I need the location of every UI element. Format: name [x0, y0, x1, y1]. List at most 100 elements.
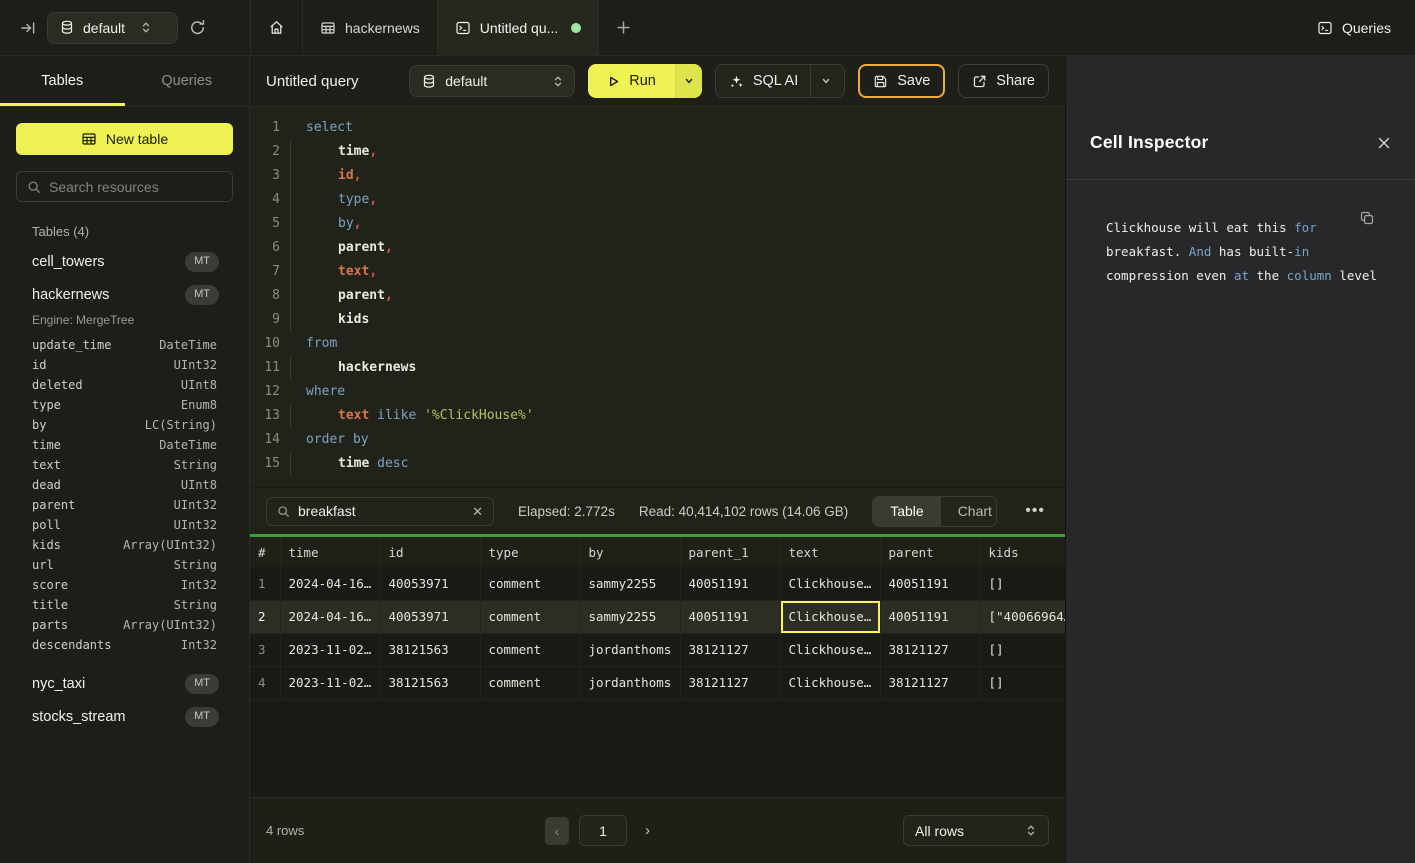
- code-line[interactable]: 13 text ilike '%ClickHouse%': [250, 404, 1065, 428]
- cell-text[interactable]: Clickhouse…: [780, 567, 881, 601]
- sidebar-tab-tables[interactable]: Tables: [41, 73, 84, 89]
- column-header-parent[interactable]: parent: [880, 537, 981, 567]
- column-descendants[interactable]: descendants Int32: [32, 638, 217, 652]
- view-toggle-chart[interactable]: Chart: [957, 503, 992, 519]
- sql-ai-button[interactable]: SQL AI: [714, 64, 846, 98]
- close-icon[interactable]: [1377, 136, 1391, 150]
- cell-parent[interactable]: 40051191: [880, 567, 981, 601]
- cell-parent[interactable]: 38121127: [880, 666, 981, 700]
- new-table-button[interactable]: New table: [16, 123, 233, 155]
- database-selector[interactable]: default: [47, 11, 178, 44]
- cell-by[interactable]: sammy2255: [580, 567, 681, 601]
- sql-ai-caret[interactable]: [810, 65, 831, 97]
- cell-type[interactable]: comment: [480, 666, 581, 700]
- more-options-icon[interactable]: •••: [1025, 502, 1045, 519]
- previous-page-button[interactable]: ‹: [545, 816, 569, 845]
- column-header-text[interactable]: text: [780, 537, 881, 567]
- cell-id[interactable]: 40053971: [380, 567, 481, 601]
- run-options-caret[interactable]: [674, 64, 702, 98]
- cell-by[interactable]: jordanthoms: [580, 633, 681, 667]
- column-parent[interactable]: parent UInt32: [32, 498, 217, 512]
- sql-editor[interactable]: 1 select 2 time, 3 id, 4 type, 5 by, 6 parent, 7 text…: [250, 107, 1065, 487]
- cell-id[interactable]: 40053971: [380, 600, 481, 634]
- sidebar-table-cell_towers[interactable]: cell_towers MT: [16, 245, 233, 278]
- cell-kids[interactable]: []: [980, 633, 1065, 667]
- cell-text[interactable]: Clickhouse…: [780, 600, 881, 634]
- cell-type[interactable]: comment: [480, 567, 581, 601]
- cell-parent[interactable]: 40051191: [880, 600, 981, 634]
- save-button[interactable]: Save: [858, 64, 946, 98]
- sidebar-table-hackernews[interactable]: hackernews MT: [16, 278, 233, 311]
- column-deleted[interactable]: deleted UInt8: [32, 378, 217, 392]
- row-number-cell[interactable]: 1: [250, 567, 281, 601]
- query-database-selector[interactable]: default: [409, 65, 576, 97]
- sidebar-tab-queries[interactable]: Queries: [161, 73, 213, 89]
- code-line[interactable]: 7 text,: [250, 260, 1065, 284]
- cell-time[interactable]: 2023-11-02…: [280, 633, 381, 667]
- queries-panel-button[interactable]: Queries: [1317, 0, 1415, 55]
- code-line[interactable]: 14 order by: [250, 428, 1065, 452]
- code-line[interactable]: 9 kids: [250, 308, 1065, 332]
- cell-time[interactable]: 2024-04-16…: [280, 600, 381, 634]
- cell-kids[interactable]: []: [980, 567, 1065, 601]
- copy-icon[interactable]: [1359, 210, 1375, 226]
- run-button-main[interactable]: Run: [588, 64, 675, 98]
- cell-time[interactable]: 2023-11-02…: [280, 666, 381, 700]
- column-header-kids[interactable]: kids: [980, 537, 1065, 567]
- column-kids[interactable]: kids Array(UInt32): [32, 538, 217, 552]
- page-size-selector[interactable]: All rows: [903, 815, 1049, 846]
- cell-text[interactable]: Clickhouse…: [780, 666, 881, 700]
- column-poll[interactable]: poll UInt32: [32, 518, 217, 532]
- tab-untitled-qu[interactable]: Untitled qu...: [437, 0, 600, 55]
- column-dead[interactable]: dead UInt8: [32, 478, 217, 492]
- cell-parent_1[interactable]: 40051191: [680, 600, 781, 634]
- code-line[interactable]: 10 from: [250, 332, 1065, 356]
- column-score[interactable]: score Int32: [32, 578, 217, 592]
- column-by[interactable]: by LC(String): [32, 418, 217, 432]
- cell-parent_1[interactable]: 40051191: [680, 567, 781, 601]
- results-filter-input[interactable]: [298, 503, 465, 519]
- code-line[interactable]: 1 select: [250, 116, 1065, 140]
- cell-parent_1[interactable]: 38121127: [680, 666, 781, 700]
- collapse-sidebar-icon[interactable]: [20, 20, 36, 36]
- page-number-input[interactable]: 1: [579, 815, 627, 846]
- view-toggle-table[interactable]: Table: [873, 496, 941, 526]
- run-button[interactable]: Run: [588, 64, 702, 98]
- tab-hackernews[interactable]: hackernews: [303, 0, 438, 55]
- column-update_time[interactable]: update_time DateTime: [32, 338, 217, 352]
- column-title[interactable]: title String: [32, 598, 217, 612]
- code-line[interactable]: 6 parent,: [250, 236, 1065, 260]
- cell-type[interactable]: comment: [480, 600, 581, 634]
- new-tab-button[interactable]: [599, 0, 648, 55]
- resource-search-input[interactable]: [49, 178, 222, 195]
- cell-by[interactable]: sammy2255: [580, 600, 681, 634]
- column-id[interactable]: id UInt32: [32, 358, 217, 372]
- cell-kids[interactable]: []: [980, 666, 1065, 700]
- cell-type[interactable]: comment: [480, 633, 581, 667]
- code-line[interactable]: 2 time,: [250, 140, 1065, 164]
- column-header-parent_1[interactable]: parent_1: [680, 537, 781, 567]
- column-header-type[interactable]: type: [480, 537, 581, 567]
- code-line[interactable]: 3 id,: [250, 164, 1065, 188]
- column-header-time[interactable]: time: [280, 537, 381, 567]
- row-number-cell[interactable]: 2: [250, 600, 281, 634]
- cell-kids[interactable]: ["40066964…: [980, 600, 1065, 634]
- code-line[interactable]: 4 type,: [250, 188, 1065, 212]
- code-line[interactable]: 12 where: [250, 380, 1065, 404]
- code-line[interactable]: 5 by,: [250, 212, 1065, 236]
- column-url[interactable]: url String: [32, 558, 217, 572]
- next-page-button[interactable]: ›: [645, 822, 650, 839]
- share-button[interactable]: Share: [958, 64, 1049, 98]
- cell-by[interactable]: jordanthoms: [580, 666, 681, 700]
- clear-filter-icon[interactable]: ✕: [472, 503, 483, 519]
- cell-id[interactable]: 38121563: [380, 666, 481, 700]
- tab-home[interactable]: [251, 0, 303, 55]
- column-header-by[interactable]: by: [580, 537, 681, 567]
- code-line[interactable]: 8 parent,: [250, 284, 1065, 308]
- row-number-cell[interactable]: 3: [250, 633, 281, 667]
- row-number-cell[interactable]: 4: [250, 666, 281, 700]
- code-line[interactable]: 15 time desc: [250, 452, 1065, 476]
- column-time[interactable]: time DateTime: [32, 438, 217, 452]
- refresh-icon[interactable]: [189, 19, 206, 36]
- sidebar-table-nyc_taxi[interactable]: nyc_taxi MT: [16, 667, 233, 700]
